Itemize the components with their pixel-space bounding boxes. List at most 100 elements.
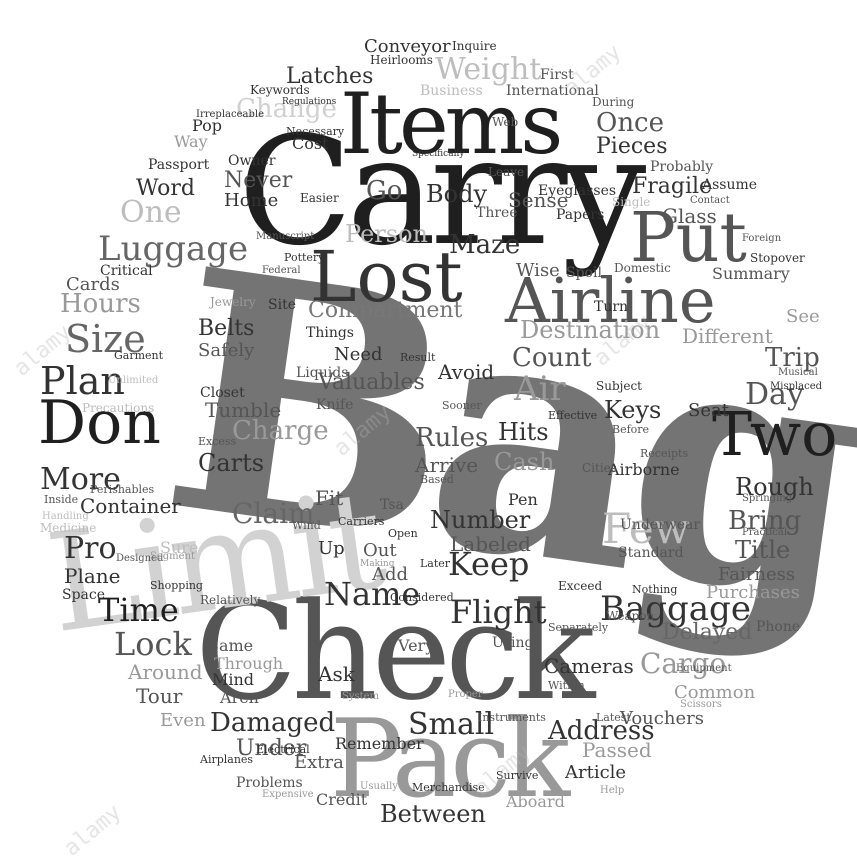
word-conveyor: Conveyor [364,36,451,57]
word-ask: Ask [318,662,355,686]
word-hours: Hours [60,289,141,319]
word-see: See [786,306,820,327]
word-count: Count [512,343,592,373]
word-baggage: Baggage [600,589,751,629]
word-even: Even [160,710,206,731]
word-tumble: Tumble [205,398,282,422]
word-two: Two [712,400,838,470]
word-carts: Carts [198,449,265,477]
word-latches: Latches [286,64,374,89]
word-necessary: Necessary [286,125,345,138]
word-exceed: Exceed [558,579,603,593]
word-springing: Springing [742,493,793,504]
word-single: Single [612,195,651,209]
word-need: Need [334,344,383,365]
word-medicine: Medicine [40,521,97,535]
word-expensive: Expensive [262,789,314,800]
word-common: Common [674,682,756,703]
word-probably: Probably [650,159,714,175]
word-irreplaceable: Irreplaceable [196,109,264,120]
word-aboard: Aboard [506,792,565,811]
word-owner: Owner [228,153,276,169]
word-lock: Lock [114,625,192,663]
word-critical: Critical [100,263,153,279]
word-pen: Pen [508,490,538,509]
word-knife: Knife [316,397,354,413]
word-inquire: Inquire [452,39,497,53]
word-during: During [592,95,635,109]
word-domestic: Domestic [614,261,671,275]
word-small: Small [408,707,495,742]
word-business: Business [420,83,483,99]
word-summary: Summary [712,264,790,283]
word-cash: Cash [494,448,555,476]
word-airborne: Airborne [608,460,680,479]
word-vouchers: Vouchers [620,708,704,729]
word-excess: Excess [198,435,237,448]
word-federal: Federal [262,265,301,276]
word-day: Day [745,377,804,412]
word-sense: Sense [508,188,569,212]
word-title: Title [735,536,791,564]
word-weight: Weight [435,52,542,87]
word-shopping: Shopping [150,579,203,592]
word-based: Based [420,473,454,486]
word-keywords: Keywords [250,83,310,97]
word-passed: Passed [582,738,652,762]
word-keys: Keys [604,396,662,424]
word-receipts: Receipts [640,447,689,460]
word-through: Through [214,654,284,673]
word-help: Help [600,785,625,796]
word-credit: Credit [316,790,368,809]
word-check: Check [195,574,595,730]
word-compartment: Compartment [308,298,463,323]
word-carry: Carry [238,105,646,279]
word-glass: Glass [662,204,717,228]
word-sooner: Sooner [442,399,482,412]
word-jewelry: Jewelry [210,295,256,309]
word-up: Up [318,538,345,559]
word-cost: Cost [292,134,329,153]
word-liquids: Liquids [296,365,349,381]
word-pieces: Pieces [596,134,668,159]
word-more: More [40,462,121,497]
word-open: Open [388,527,418,540]
word-later: Later [420,557,451,570]
word-pop: Pop [192,116,222,135]
word-passport: Passport [148,157,210,173]
word-phone: Phone [756,619,801,635]
word-cities: Cities [582,461,617,475]
word-usually: Usually [360,781,399,792]
word-space: Space [62,587,106,603]
word-equipment: Equipment [676,663,732,674]
word-system: System [342,691,380,702]
word-hits: Hits [498,418,549,446]
word-standard: Standard [618,545,684,561]
word-labeled: Labeled [450,532,531,556]
word-first: First [540,67,574,83]
word-size: Size [65,317,146,361]
word-wind: Wind [292,519,321,532]
word-home: Home [224,190,279,211]
word-perishables: Perishables [90,483,155,496]
word-article: Article [565,762,627,783]
word-unlimited: Unlimited [108,375,159,386]
word-latest: Latest [596,711,631,724]
word-contact: Contact [690,195,730,206]
word-papers: Papers [556,207,605,223]
word-musical: Musical [778,367,818,378]
word-scissors: Scissors [680,699,722,710]
word-pro: Pro [64,531,117,566]
word-precautions: Precautions [82,401,155,415]
word-nothing: Nothing [632,583,678,596]
word-before: Before [612,423,650,436]
word-making: Making [360,559,395,569]
word-container: Container [80,494,181,518]
word-maze: Maze [449,230,521,260]
word-charge: Charge [232,416,329,446]
word-different: Different [682,324,773,348]
word-tour: Tour [136,684,183,708]
word-leave: Leave [488,165,525,179]
word-web: Web [492,115,519,129]
